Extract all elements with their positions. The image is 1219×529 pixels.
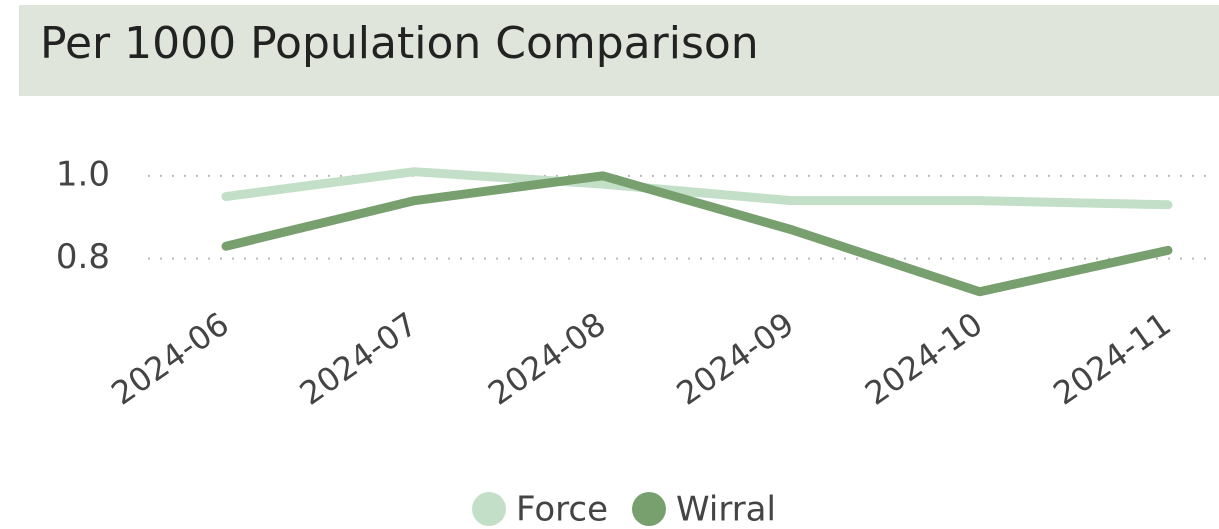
legend-swatch — [632, 492, 666, 526]
series-line — [221, 167, 1173, 210]
y-tick-label: 1.0 — [56, 154, 110, 194]
title-bar — [19, 5, 1219, 96]
x-tick-label: 2024-06 — [104, 305, 235, 413]
y-tick-label: 0.8 — [56, 237, 110, 277]
series-line — [221, 171, 1173, 297]
x-tick-label: 2024-09 — [670, 305, 801, 413]
legend-label: Force — [516, 490, 608, 529]
chart-title: Per 1000 Population Comparison — [40, 18, 759, 69]
x-tick-label: 2024-11 — [1046, 305, 1177, 413]
x-tick-label: 2024-10 — [858, 305, 989, 413]
legend-swatch — [472, 492, 506, 526]
x-tick-label: 2024-08 — [481, 305, 612, 413]
legend-label: Wirral — [676, 490, 776, 529]
x-tick-label: 2024-07 — [293, 305, 424, 413]
